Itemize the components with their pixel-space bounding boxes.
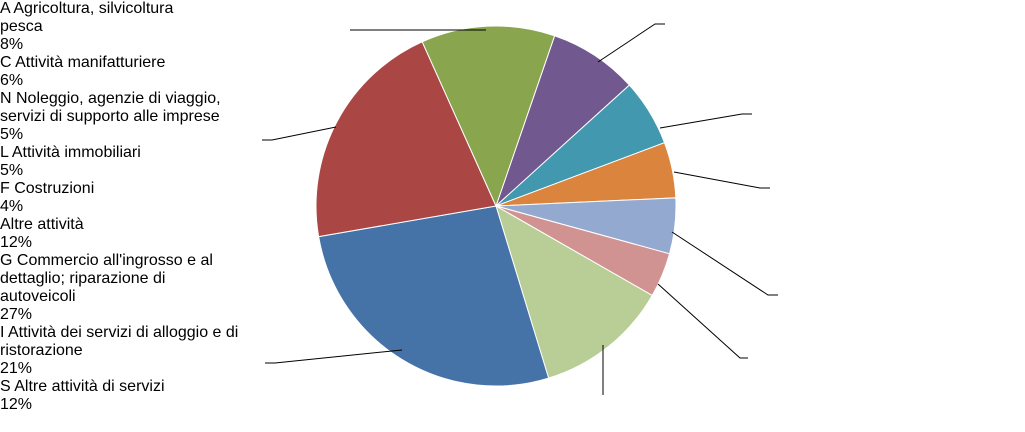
leader-line (671, 231, 778, 296)
pie-slice (315, 41, 497, 238)
slice-label: Altre attività 12% (0, 216, 150, 252)
value-label: 21% (0, 360, 33, 377)
category-label: S Altre attività di servizi (0, 378, 165, 395)
pie-slice (421, 25, 556, 208)
category-label: Altre attività (0, 216, 84, 233)
value-label: 12% (0, 234, 33, 251)
slice-label: I Attività dei servizi di alloggio e di … (0, 324, 270, 378)
leader-line (659, 113, 752, 129)
slice-label: L Attività immobiliari 5% (0, 144, 200, 180)
category-label: G Commercio all'ingrosso e al dettaglio;… (0, 252, 213, 305)
leader-line (657, 283, 748, 359)
value-label: 5% (0, 126, 24, 143)
slice-label: N Noleggio, agenzie di viaggio, servizi … (0, 90, 250, 144)
slice-label: G Commercio all'ingrosso e al dettaglio;… (0, 252, 240, 324)
leader-line (265, 349, 403, 364)
value-label: 5% (0, 162, 24, 179)
value-label: 6% (0, 72, 24, 89)
pie-slice (495, 204, 653, 379)
category-label: N Noleggio, agenzie di viaggio, servizi … (0, 90, 221, 125)
slice-label: A Agricoltura, silvicoltura pesca 8% (0, 0, 210, 54)
leader-line (673, 171, 770, 189)
slice-label: C Attività manifatturiere 6% (0, 54, 230, 90)
category-label: I Attività dei servizi di alloggio e di … (0, 324, 239, 359)
category-label: C Attività manifatturiere (0, 54, 166, 71)
value-label: 8% (0, 36, 24, 53)
category-label: L Attività immobiliari (0, 144, 141, 161)
value-label: 12% (0, 396, 33, 413)
slice-label: F Costruzioni 4% (0, 180, 150, 216)
leader-line (262, 126, 337, 141)
slice-label: S Altre attività di servizi 12% (0, 378, 230, 414)
pie-slice (318, 205, 550, 387)
value-label: 27% (0, 306, 33, 323)
category-label: A Agricoltura, silvicoltura pesca (0, 0, 174, 35)
category-label: F Costruzioni (0, 180, 95, 197)
pie-slice (495, 35, 631, 207)
leader-line (597, 23, 665, 63)
value-label: 4% (0, 198, 24, 215)
